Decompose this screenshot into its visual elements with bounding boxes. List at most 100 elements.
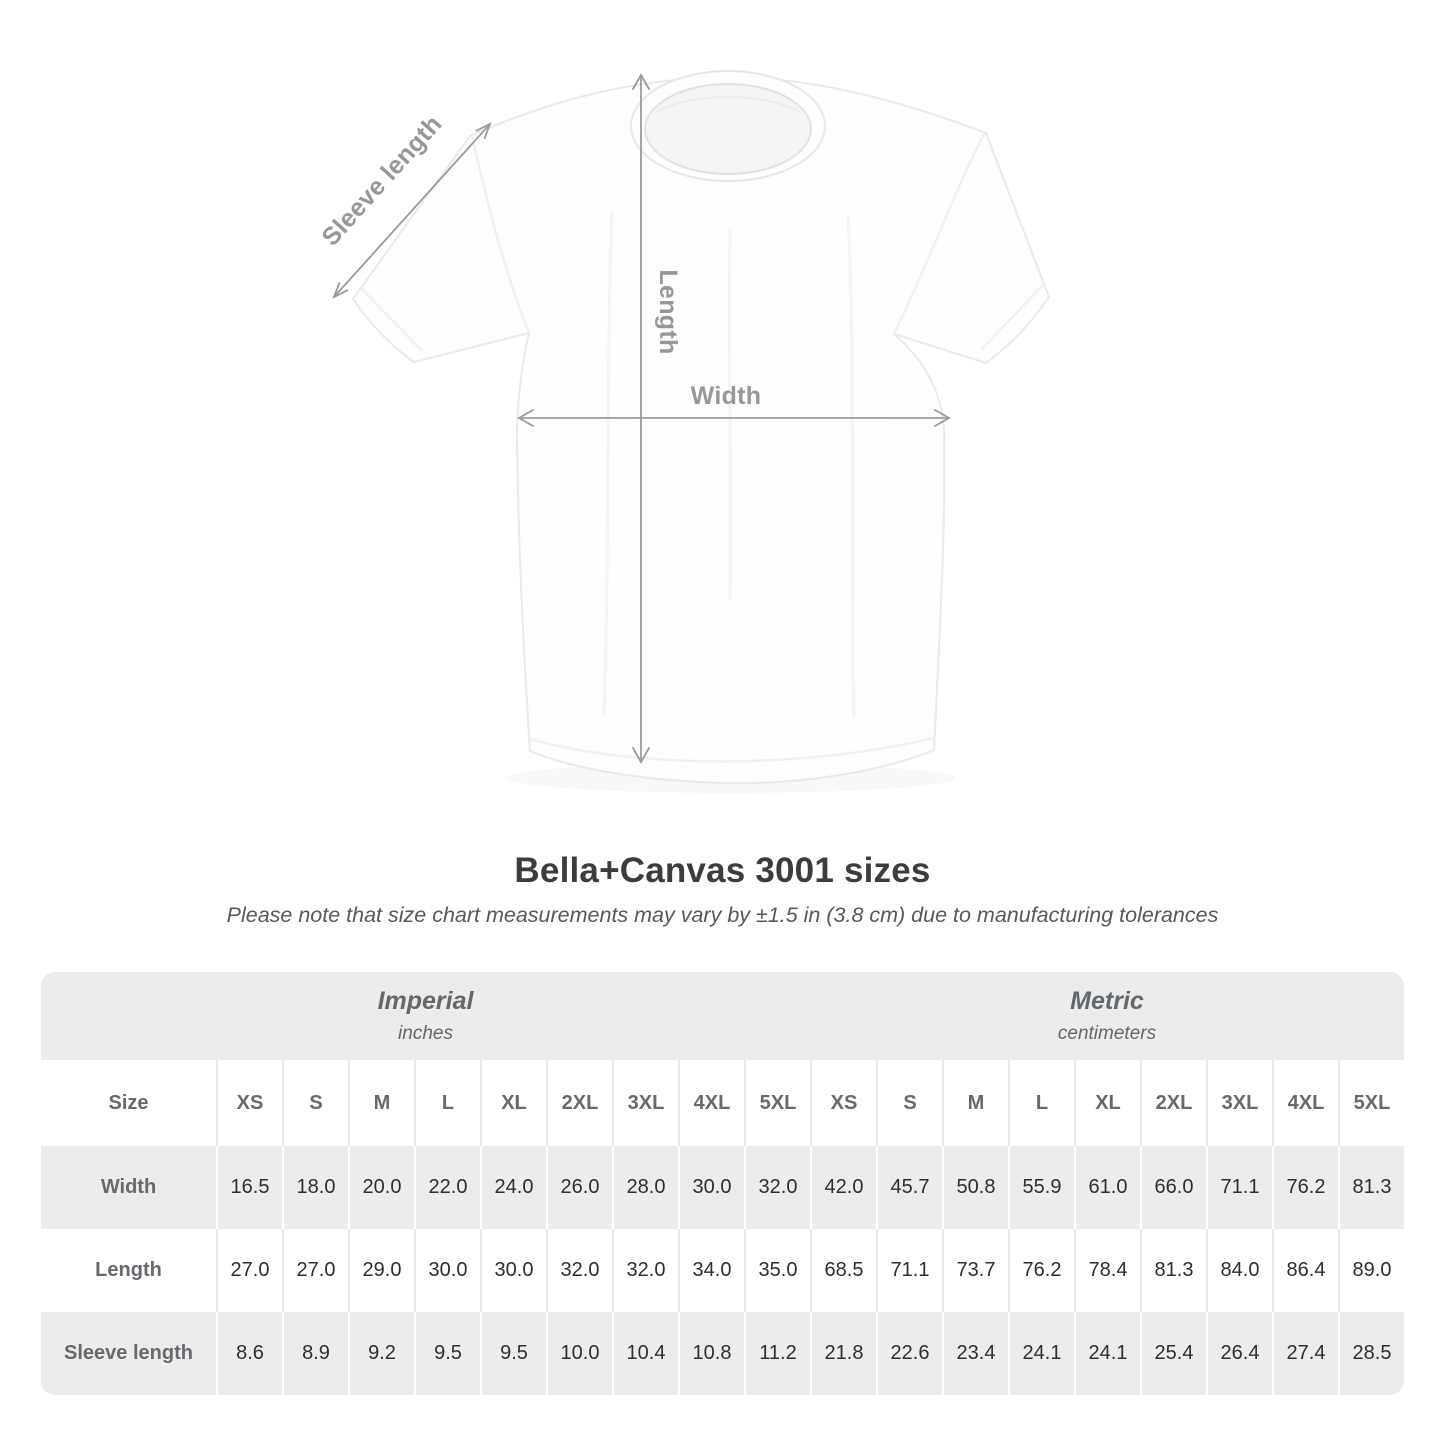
sleeve-imperial-value: 8.6 — [216, 1312, 282, 1395]
length-metric-value: 76.2 — [1008, 1229, 1074, 1312]
length-imperial-value: 35.0 — [744, 1229, 810, 1312]
size-col-imperial-xl: XL — [480, 1060, 546, 1146]
imperial-section-header: Imperial inches — [41, 972, 810, 1060]
width-imperial-value: 16.5 — [216, 1146, 282, 1229]
fabric-fold — [846, 214, 856, 719]
length-imperial-value: 27.0 — [216, 1229, 282, 1312]
fabric-fold — [602, 209, 614, 716]
length-row-label: Length — [95, 1259, 162, 1281]
size-col-metric-5xl: 5XL — [1338, 1060, 1404, 1146]
unit-section-header-row: Imperial inches Metric centimeters — [41, 972, 1404, 1060]
size-col-metric-2xl: 2XL — [1140, 1060, 1206, 1146]
width-metric-value: 76.2 — [1272, 1146, 1338, 1229]
size-col-imperial-4xl: 4XL — [678, 1060, 744, 1146]
length-row: Length 27.0 27.0 29.0 30.0 30.0 32.0 32.… — [41, 1229, 1404, 1312]
size-col-imperial-2xl: 2XL — [546, 1060, 612, 1146]
sleeve-imperial-value: 8.9 — [282, 1312, 348, 1395]
size-header-row: Size XS S M L XL 2XL 3XL 4XL 5XL XS S M … — [41, 1060, 1404, 1146]
width-metric-value: 61.0 — [1074, 1146, 1140, 1229]
page-title: Bella+Canvas 3001 sizes — [514, 851, 931, 890]
sleeve-metric-value: 24.1 — [1074, 1312, 1140, 1395]
length-imperial-value: 34.0 — [678, 1229, 744, 1312]
width-imperial-value: 28.0 — [612, 1146, 678, 1229]
width-metric-value: 50.8 — [942, 1146, 1008, 1229]
width-imperial-value: 32.0 — [744, 1146, 810, 1229]
sleeve-imperial-value: 10.0 — [546, 1312, 612, 1395]
width-arrowhead-left — [517, 409, 534, 427]
length-arrowhead-bottom — [632, 747, 650, 764]
size-col-metric-m: M — [942, 1060, 1008, 1146]
sleeve-metric-value: 21.8 — [810, 1312, 876, 1395]
left-armhole-seam — [470, 136, 531, 334]
width-imperial-value: 22.0 — [414, 1146, 480, 1229]
length-imperial-value: 32.0 — [612, 1229, 678, 1312]
width-row: Width 16.5 18.0 20.0 22.0 24.0 26.0 28.0… — [41, 1146, 1404, 1229]
length-metric-value: 84.0 — [1206, 1229, 1272, 1312]
width-imperial-value: 26.0 — [546, 1146, 612, 1229]
tshirt-measurement-diagram: Sleeve length Length Width — [316, 70, 1050, 785]
length-metric-value: 89.0 — [1338, 1229, 1404, 1312]
sleeve-metric-value: 25.4 — [1140, 1312, 1206, 1395]
sleeve-length-arrow — [333, 123, 491, 298]
size-col-imperial-5xl: 5XL — [744, 1060, 810, 1146]
sleeve-metric-value: 26.4 — [1206, 1312, 1272, 1395]
right-sleeve-hem — [980, 283, 1045, 351]
sleeve-row-label: Sleeve length — [64, 1342, 193, 1364]
bottom-hem-stitch — [529, 736, 934, 763]
imperial-unit: inches — [398, 1023, 453, 1044]
sleeve-metric-value: 23.4 — [942, 1312, 1008, 1395]
length-metric-value: 81.3 — [1140, 1229, 1206, 1312]
width-imperial-value: 24.0 — [480, 1146, 546, 1229]
length-imperial-value: 27.0 — [282, 1229, 348, 1312]
sleeve-arrowhead-bottom — [332, 282, 349, 299]
size-col-imperial-3xl: 3XL — [612, 1060, 678, 1146]
length-imperial-value: 30.0 — [414, 1229, 480, 1312]
metric-unit: centimeters — [1057, 1023, 1157, 1044]
length-label: Length — [654, 269, 682, 354]
width-metric-value: 55.9 — [1008, 1146, 1074, 1229]
width-arrowhead-right — [934, 409, 951, 427]
width-label: Width — [691, 382, 762, 410]
width-metric-value: 81.3 — [1338, 1146, 1404, 1229]
length-metric-value: 71.1 — [876, 1229, 942, 1312]
length-metric-value: 68.5 — [810, 1229, 876, 1312]
right-armhole-seam — [892, 133, 986, 335]
length-metric-value: 78.4 — [1074, 1229, 1140, 1312]
size-col-imperial-l: L — [414, 1060, 480, 1146]
size-col-metric-4xl: 4XL — [1272, 1060, 1338, 1146]
length-imperial-value: 30.0 — [480, 1229, 546, 1312]
sleeve-metric-value: 22.6 — [876, 1312, 942, 1395]
back-collar-seam — [655, 96, 801, 113]
sleeve-length-row: Sleeve length 8.6 8.9 9.2 9.5 9.5 10.0 1… — [41, 1312, 1404, 1395]
size-col-metric-3xl: 3XL — [1206, 1060, 1272, 1146]
length-imperial-value: 29.0 — [348, 1229, 414, 1312]
size-col-metric-xs: XS — [810, 1060, 876, 1146]
sleeve-metric-value: 24.1 — [1008, 1312, 1074, 1395]
size-column-header: Size — [108, 1091, 149, 1114]
length-metric-value: 73.7 — [942, 1229, 1008, 1312]
width-imperial-value: 30.0 — [678, 1146, 744, 1229]
tshirt-body — [352, 77, 1050, 785]
length-imperial-value: 32.0 — [546, 1229, 612, 1312]
size-col-metric-xl: XL — [1074, 1060, 1140, 1146]
metric-section-header: Metric centimeters — [810, 972, 1404, 1060]
size-col-imperial-xs: XS — [216, 1060, 282, 1146]
width-imperial-value: 18.0 — [282, 1146, 348, 1229]
size-col-metric-s: S — [876, 1060, 942, 1146]
width-metric-value: 66.0 — [1140, 1146, 1206, 1229]
sleeve-imperial-value: 9.5 — [480, 1312, 546, 1395]
sleeve-imperial-value: 10.4 — [612, 1312, 678, 1395]
width-row-label: Width — [100, 1176, 157, 1198]
width-metric-value: 71.1 — [1206, 1146, 1272, 1229]
sleeve-metric-value: 28.5 — [1338, 1312, 1404, 1395]
page-subtitle: Please note that size chart measurements… — [226, 903, 1219, 927]
size-col-metric-l: L — [1008, 1060, 1074, 1146]
sleeve-metric-value: 27.4 — [1272, 1312, 1338, 1395]
length-metric-value: 86.4 — [1272, 1229, 1338, 1312]
size-col-imperial-s: S — [282, 1060, 348, 1146]
size-col-imperial-m: M — [348, 1060, 414, 1146]
metric-label: Metric — [1070, 987, 1144, 1015]
sleeve-imperial-value: 9.2 — [348, 1312, 414, 1395]
size-chart-table: Imperial inches Metric centimeters Size … — [41, 972, 1404, 1395]
sleeve-imperial-value: 10.8 — [678, 1312, 744, 1395]
